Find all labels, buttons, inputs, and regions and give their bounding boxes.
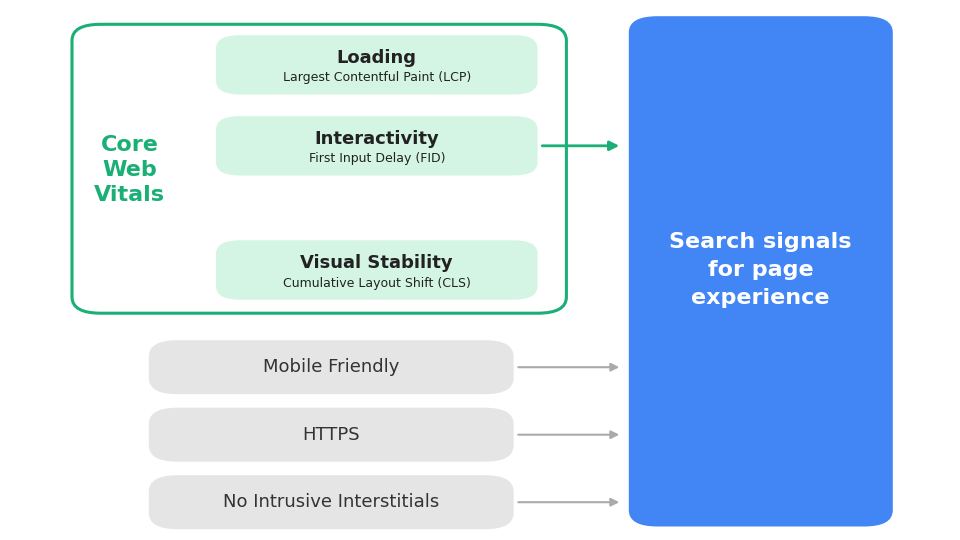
FancyBboxPatch shape [149,475,514,529]
Text: No Intrusive Interstitials: No Intrusive Interstitials [223,493,440,511]
Text: Mobile Friendly: Mobile Friendly [263,358,399,376]
FancyBboxPatch shape [149,408,514,462]
FancyBboxPatch shape [216,240,538,300]
Text: Core
Web
Vitals: Core Web Vitals [94,136,165,205]
Text: Loading: Loading [337,49,417,66]
Text: Cumulative Layout Shift (CLS): Cumulative Layout Shift (CLS) [283,276,470,289]
Text: Search signals
for page
experience: Search signals for page experience [669,232,852,308]
Text: HTTPS: HTTPS [302,426,360,444]
Text: First Input Delay (FID): First Input Delay (FID) [308,152,445,165]
FancyBboxPatch shape [216,116,538,176]
FancyBboxPatch shape [216,35,538,94]
FancyBboxPatch shape [149,340,514,394]
Text: Largest Contentful Paint (LCP): Largest Contentful Paint (LCP) [282,71,471,84]
FancyBboxPatch shape [629,16,893,526]
Text: Interactivity: Interactivity [315,130,439,147]
FancyBboxPatch shape [72,24,566,313]
Text: Visual Stability: Visual Stability [300,254,453,272]
